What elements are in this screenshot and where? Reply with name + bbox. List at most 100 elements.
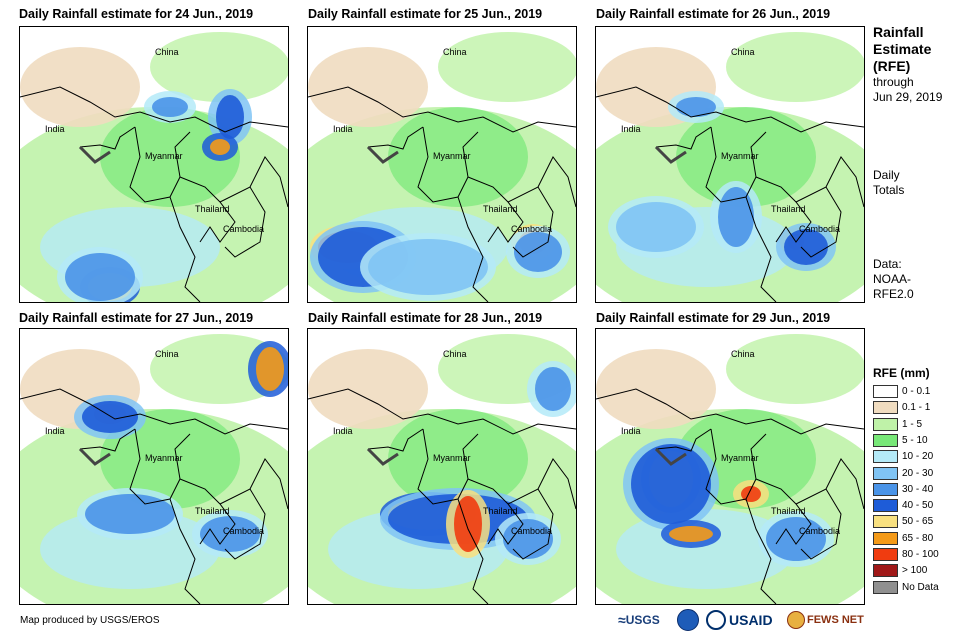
legend-label: 40 - 50 bbox=[902, 500, 934, 512]
bangladesh-coast bbox=[654, 447, 687, 466]
rain-area-heavy bbox=[368, 239, 488, 295]
rain-area-trace bbox=[20, 47, 140, 127]
label-myanmar: Myanmar bbox=[433, 151, 471, 161]
rain-area-heavy bbox=[200, 516, 260, 552]
rain-area-10-20 bbox=[40, 509, 220, 589]
rain-area-heavy bbox=[535, 367, 571, 411]
cambodia-border bbox=[507, 488, 554, 560]
rain-area-moderate bbox=[100, 107, 240, 207]
legend-swatch bbox=[873, 499, 898, 513]
label-cambodia: Cambodia bbox=[511, 526, 552, 536]
myanmar-border bbox=[705, 428, 767, 505]
india-border bbox=[79, 126, 136, 150]
label-thailand: Thailand bbox=[483, 506, 518, 516]
label-cambodia: Cambodia bbox=[799, 224, 840, 234]
bangladesh-coast bbox=[78, 447, 111, 466]
legend-label: 0 - 0.1 bbox=[902, 386, 931, 397]
map-credit: Map produced by USGS/EROS bbox=[20, 615, 160, 626]
thailand-border bbox=[179, 176, 236, 243]
legend-swatch bbox=[873, 564, 898, 578]
legend-swatch bbox=[873, 548, 898, 561]
rainfall-map-26-jun: China India Myanmar Thailand Cambodia bbox=[595, 26, 865, 303]
legend-item: 80 - 100 bbox=[873, 547, 939, 562]
thailand-border bbox=[179, 478, 236, 545]
legend-item: > 100 bbox=[873, 563, 927, 578]
label-china: China bbox=[443, 47, 467, 57]
legend-swatch bbox=[873, 433, 898, 447]
china-border bbox=[20, 86, 288, 133]
rainfall-map-27-jun: China India Myanmar Thailand Cambodia bbox=[19, 328, 289, 605]
legend-item: 5 - 10 bbox=[873, 433, 928, 448]
panel-title-2: Daily Rainfall estimate for 25 Jun., 201… bbox=[308, 7, 543, 21]
fewsnet-icon bbox=[787, 611, 805, 629]
laos-vietnam-border bbox=[537, 458, 576, 510]
legend-label: 50 - 65 bbox=[902, 516, 934, 528]
sidebar-totals-line1: Daily bbox=[873, 168, 900, 182]
china-border bbox=[596, 86, 864, 133]
label-cambodia: Cambodia bbox=[511, 224, 552, 234]
legend-swatch bbox=[873, 401, 898, 415]
myanmar-coast bbox=[457, 196, 489, 302]
legend-label: > 100 bbox=[902, 565, 928, 577]
legend-swatch bbox=[873, 450, 898, 464]
legend-swatch bbox=[873, 417, 898, 431]
rain-area-heavy bbox=[216, 95, 244, 139]
noaa-icon bbox=[677, 609, 699, 631]
fewsnet-logo-text: FEWS NET bbox=[807, 614, 864, 626]
sidebar-data-line3: RFE2.0 bbox=[873, 287, 914, 301]
rain-area-heavy bbox=[82, 401, 138, 433]
rain-area-heavy bbox=[631, 444, 711, 524]
cambodia-border bbox=[795, 186, 842, 258]
sidebar-title-line1: Rainfall bbox=[873, 24, 924, 40]
rain-area-heavy bbox=[718, 187, 754, 247]
label-thailand: Thailand bbox=[771, 506, 806, 516]
rain-area-heavy bbox=[85, 494, 175, 534]
rain-area-heavy bbox=[766, 517, 826, 561]
legend-item: No Data bbox=[873, 580, 939, 595]
legend-swatch bbox=[873, 515, 898, 529]
rain-area-moderate bbox=[388, 409, 528, 509]
cambodia-border bbox=[219, 186, 266, 258]
rain-area-light bbox=[726, 334, 864, 404]
label-china: China bbox=[443, 349, 467, 359]
bangladesh-coast bbox=[366, 447, 399, 466]
rain-area-heavy bbox=[669, 526, 713, 542]
china-border bbox=[308, 86, 576, 133]
label-cambodia: Cambodia bbox=[799, 526, 840, 536]
laos-vietnam-border bbox=[825, 458, 864, 510]
label-myanmar: Myanmar bbox=[721, 151, 759, 161]
sidebar-title-line2: Estimate bbox=[873, 41, 932, 57]
legend-label: 30 - 40 bbox=[902, 483, 934, 495]
rain-area-trace bbox=[308, 47, 428, 127]
panel-title-5: Daily Rainfall estimate for 28 Jun., 201… bbox=[308, 311, 543, 325]
legend-swatch bbox=[873, 466, 898, 480]
bangladesh-coast bbox=[78, 145, 111, 164]
legend-item: 65 - 80 bbox=[873, 531, 933, 546]
cambodia-border bbox=[795, 488, 842, 560]
legend-label: 20 - 30 bbox=[902, 467, 934, 479]
thailand-border bbox=[755, 176, 812, 243]
myanmar-border bbox=[417, 126, 479, 203]
sidebar-through: through bbox=[873, 75, 914, 89]
thailand-border bbox=[467, 478, 524, 545]
sidebar-title-line3: (RFE) bbox=[873, 58, 911, 74]
sidebar-title: Rainfall Estimate (RFE) through Jun 29, … bbox=[873, 24, 942, 105]
usaid-logo-text: USAID bbox=[729, 612, 773, 628]
sidebar-totals-line2: Totals bbox=[873, 183, 905, 197]
panel-title-4: Daily Rainfall estimate for 27 Jun., 201… bbox=[19, 311, 254, 325]
india-border bbox=[655, 428, 712, 452]
label-thailand: Thailand bbox=[195, 204, 230, 214]
rainfall-map-29-jun: China India Myanmar Thailand Cambodia bbox=[595, 328, 865, 605]
rain-area-heavy bbox=[503, 519, 553, 559]
legend-label: 80 - 100 bbox=[902, 549, 939, 560]
india-border bbox=[367, 126, 424, 150]
cambodia-border bbox=[507, 186, 554, 258]
legend-label: 65 - 80 bbox=[902, 532, 934, 544]
label-india: India bbox=[333, 124, 353, 134]
rain-area-10-20 bbox=[616, 509, 796, 589]
rain-area-heavy bbox=[454, 496, 482, 552]
sidebar-data-line2: NOAA- bbox=[873, 272, 912, 286]
label-thailand: Thailand bbox=[771, 204, 806, 214]
sidebar-data-line1: Data: bbox=[873, 257, 902, 271]
legend-item: 30 - 40 bbox=[873, 482, 933, 497]
